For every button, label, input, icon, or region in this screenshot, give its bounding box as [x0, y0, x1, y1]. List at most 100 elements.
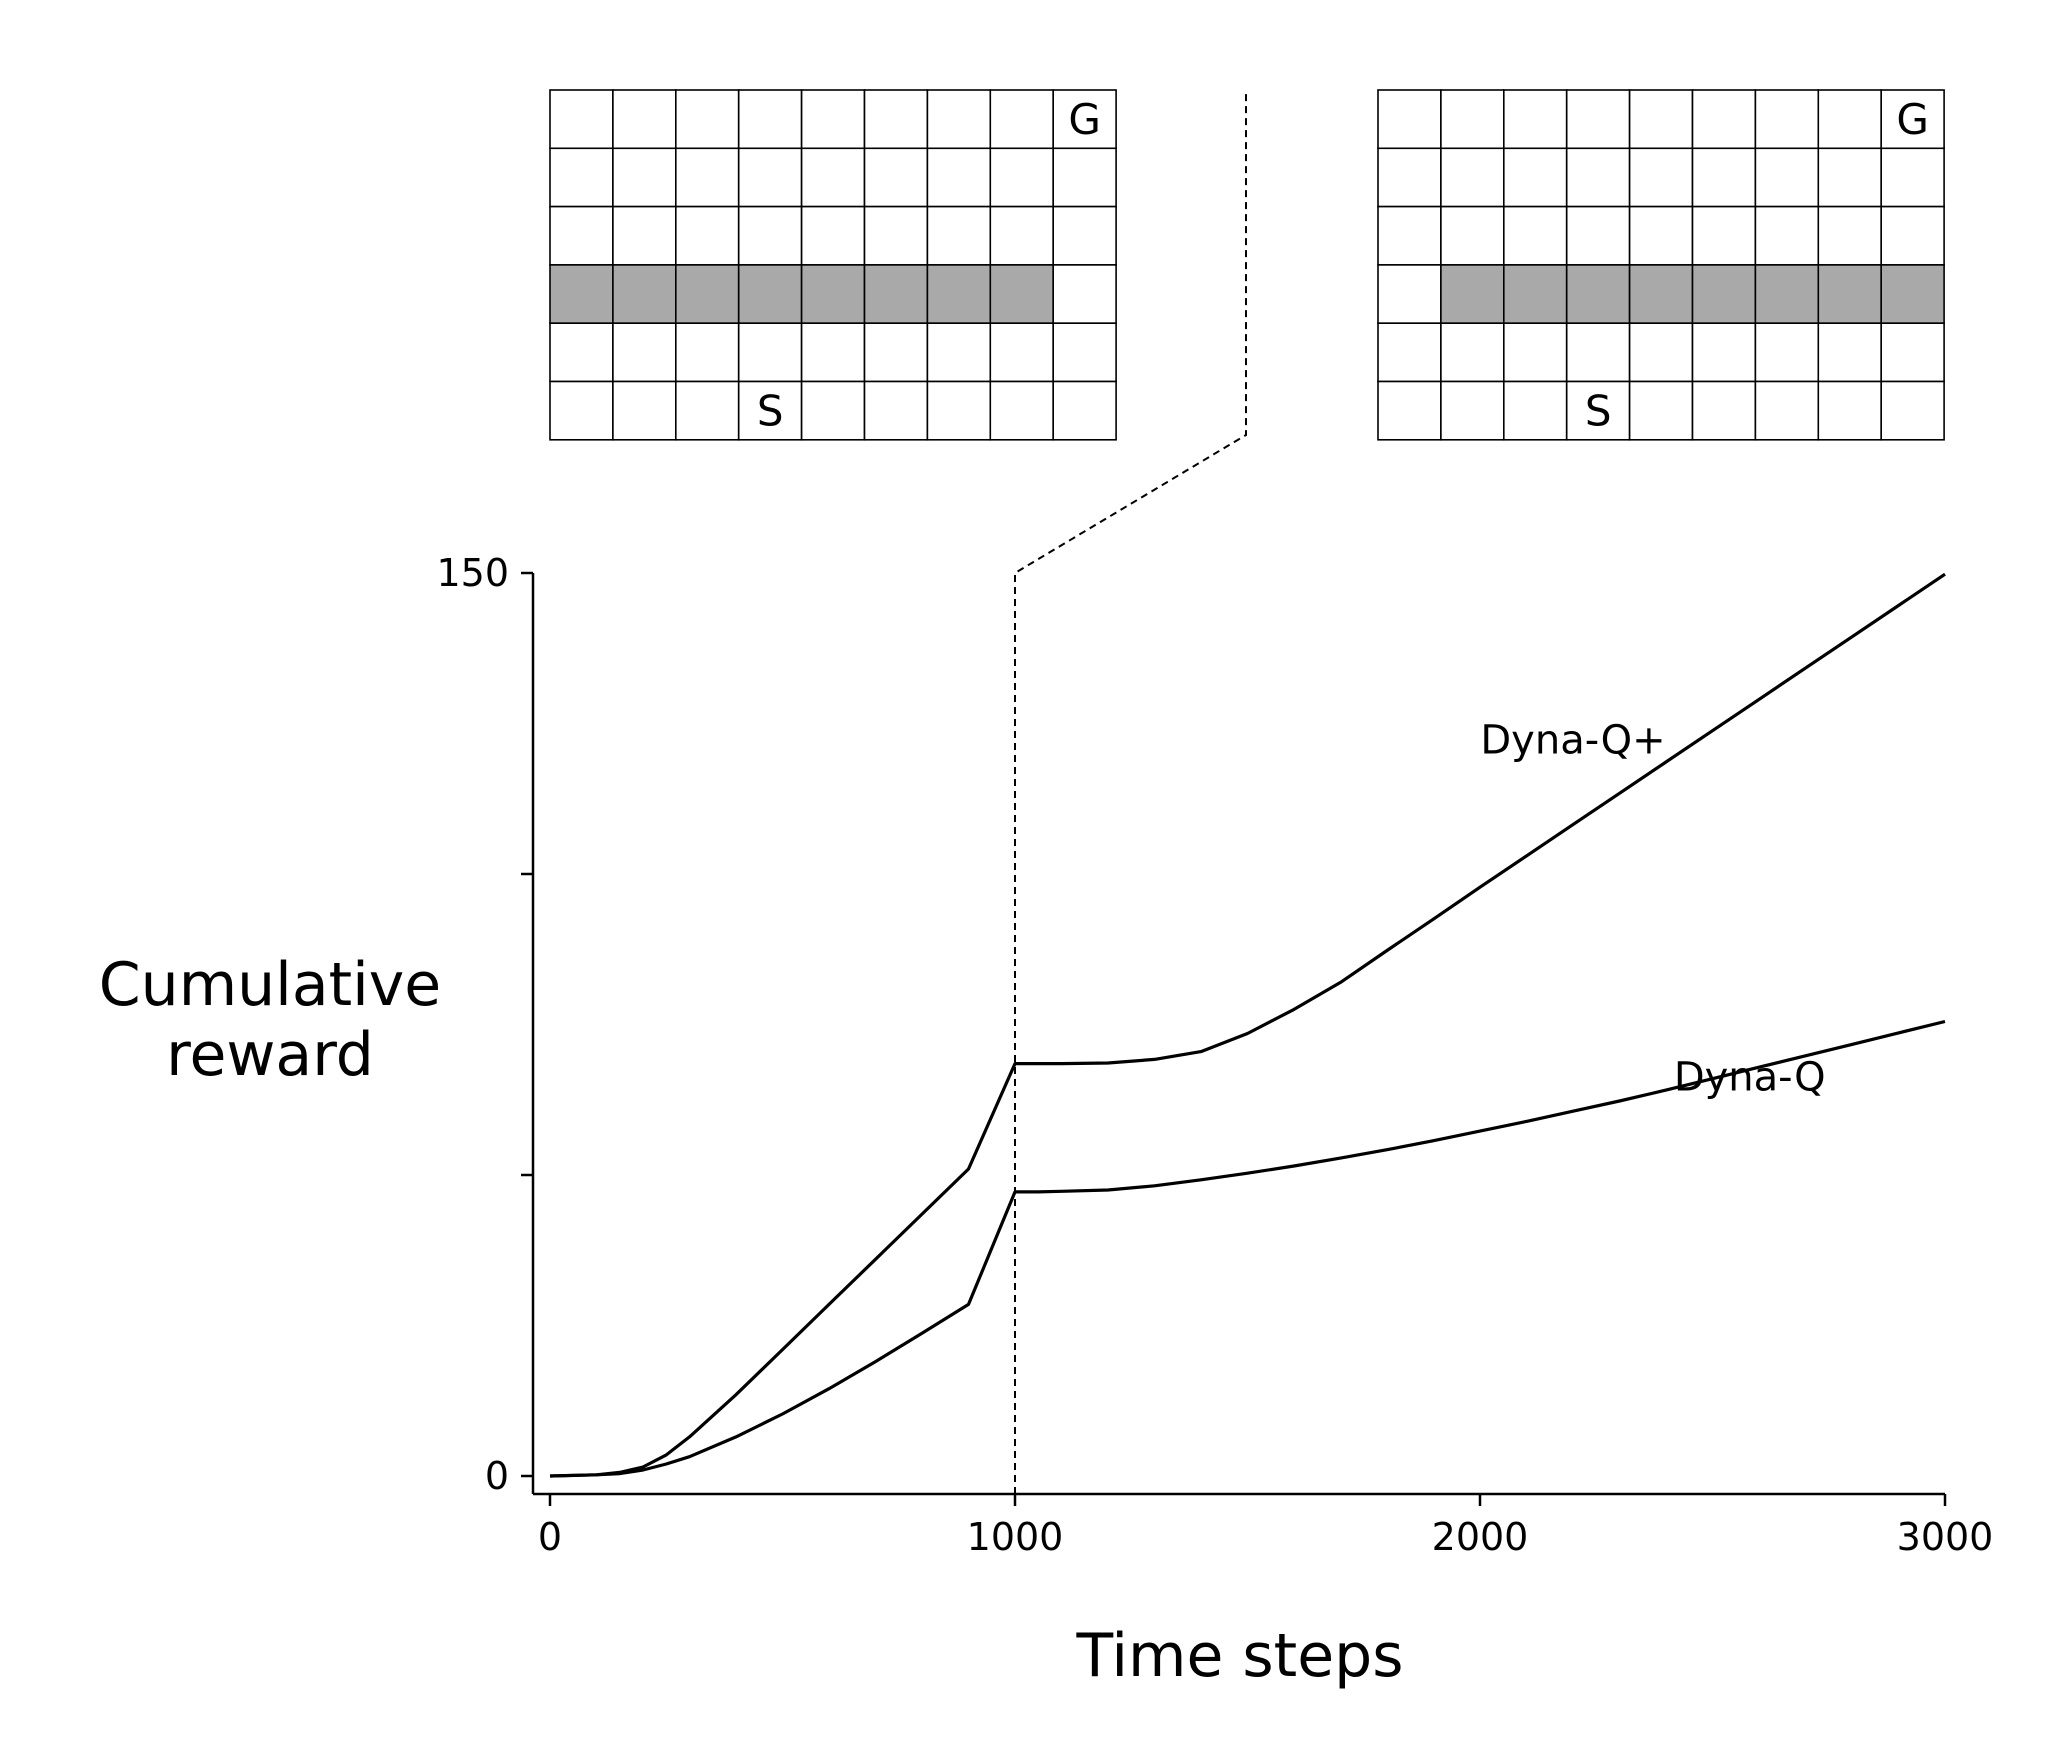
maze-cell — [1377, 89, 1442, 150]
maze-cell — [549, 322, 614, 383]
change-point-connector — [1014, 90, 1247, 1494]
maze-cell — [1440, 147, 1505, 208]
maze-cell — [612, 147, 677, 208]
maze-wall-cell — [926, 264, 992, 324]
maze-cell — [1754, 322, 1820, 383]
maze-wall-cell — [1440, 264, 1505, 324]
maze-wall-cell — [1880, 264, 1945, 324]
maze-cell — [1628, 147, 1694, 208]
maze-cell — [1503, 89, 1568, 150]
maze-cell — [1817, 89, 1883, 150]
maze-cell — [674, 147, 740, 208]
maze-cell — [1052, 322, 1117, 383]
maze-cell — [674, 380, 740, 441]
maze-cell — [1565, 322, 1631, 383]
maze-cell — [1565, 89, 1631, 150]
maze-cell — [1817, 205, 1883, 266]
goal-label: G — [1896, 95, 1929, 144]
maze-cell — [1691, 147, 1757, 208]
y-axis-title-line-1: Cumulative — [99, 950, 441, 1020]
maze-cell — [1377, 147, 1442, 208]
maze-wall-cell — [989, 264, 1054, 324]
maze-wall-cell — [737, 264, 803, 324]
maze-cell — [1052, 264, 1117, 324]
maze-cell — [1817, 147, 1883, 208]
maze-cell — [1754, 147, 1820, 208]
maze-cell — [674, 322, 740, 383]
maze-cell — [989, 89, 1054, 150]
y-tick-label: 0 — [485, 1454, 509, 1498]
series-line-dyna-q — [549, 1019, 1946, 1478]
x-tick-label: 2000 — [1432, 1515, 1529, 1559]
maze-cell — [1377, 322, 1442, 383]
maze-wall-cell — [1628, 264, 1694, 324]
maze-cell — [1628, 380, 1694, 441]
maze-cell — [800, 89, 866, 150]
maze-cell — [1691, 322, 1757, 383]
maze-wall-cell — [549, 264, 614, 324]
maze-cell — [989, 380, 1054, 441]
maze-cell — [863, 205, 929, 266]
maze-cell — [1503, 380, 1568, 441]
series-lines: Dyna-Q+ Dyna-Q — [549, 572, 1946, 1478]
maze-cell — [800, 322, 866, 383]
start-label: S — [757, 387, 784, 436]
maze-wall-cell — [1817, 264, 1883, 324]
maze-cell — [1377, 380, 1442, 441]
maze-cell — [926, 89, 992, 150]
maze-cell — [1880, 322, 1945, 383]
maze-cell — [612, 380, 677, 441]
maze-cell — [1880, 205, 1945, 266]
y-axis-title-line-2: reward — [166, 1020, 374, 1090]
maze-cell — [1754, 89, 1820, 150]
series-label: Dyna-Q+ — [1480, 718, 1665, 764]
maze-cell — [549, 147, 614, 208]
maze-cell — [926, 205, 992, 266]
maze-cell — [1628, 205, 1694, 266]
maze-cell — [1754, 205, 1820, 266]
maze-cell — [1503, 205, 1568, 266]
maze-cell — [1503, 147, 1568, 208]
series-line-dyna-q- — [549, 572, 1946, 1478]
maze-cell — [1052, 147, 1117, 208]
maze-cell — [1754, 380, 1820, 441]
maze-cell — [612, 205, 677, 266]
maze-cell — [1628, 89, 1694, 150]
maze-wall-cell — [1691, 264, 1757, 324]
maze-cell — [1817, 380, 1883, 441]
axes: 0 1000 2000 3000 0 150 — [436, 551, 1993, 1559]
maze-cell — [1052, 380, 1117, 441]
maze-cell — [737, 89, 803, 150]
maze-cell — [612, 89, 677, 150]
maze-cell — [926, 322, 992, 383]
start-label: S — [1585, 387, 1612, 436]
x-axis-title: Time steps — [1076, 1621, 1404, 1691]
maze-cell — [1440, 380, 1505, 441]
maze-cell — [863, 89, 929, 150]
maze-wall-cell — [1565, 264, 1631, 324]
maze-cell — [863, 147, 929, 208]
maze-cell — [1880, 147, 1945, 208]
maze-cell — [1440, 322, 1505, 383]
maze-before: GS — [549, 89, 1117, 441]
maze-cell — [1052, 205, 1117, 266]
maze-cell — [1052, 89, 1117, 150]
x-tick-label: 1000 — [967, 1515, 1064, 1559]
maze-cell — [612, 322, 677, 383]
maze-cell — [737, 147, 803, 208]
maze-cell — [1565, 147, 1631, 208]
maze-cell — [737, 322, 803, 383]
maze-cell — [926, 380, 992, 441]
maze-cell — [863, 322, 929, 383]
maze-cell — [1817, 322, 1883, 383]
maze-cell — [1377, 264, 1442, 324]
maze-cell — [1377, 205, 1442, 266]
maze-cell — [800, 147, 866, 208]
maze-cell — [1880, 380, 1945, 441]
maze-cell — [800, 380, 866, 441]
maze-cell — [1440, 89, 1505, 150]
maze-cell — [1503, 322, 1568, 383]
maze-wall-cell — [1754, 264, 1820, 324]
y-tick-label: 150 — [436, 551, 509, 595]
